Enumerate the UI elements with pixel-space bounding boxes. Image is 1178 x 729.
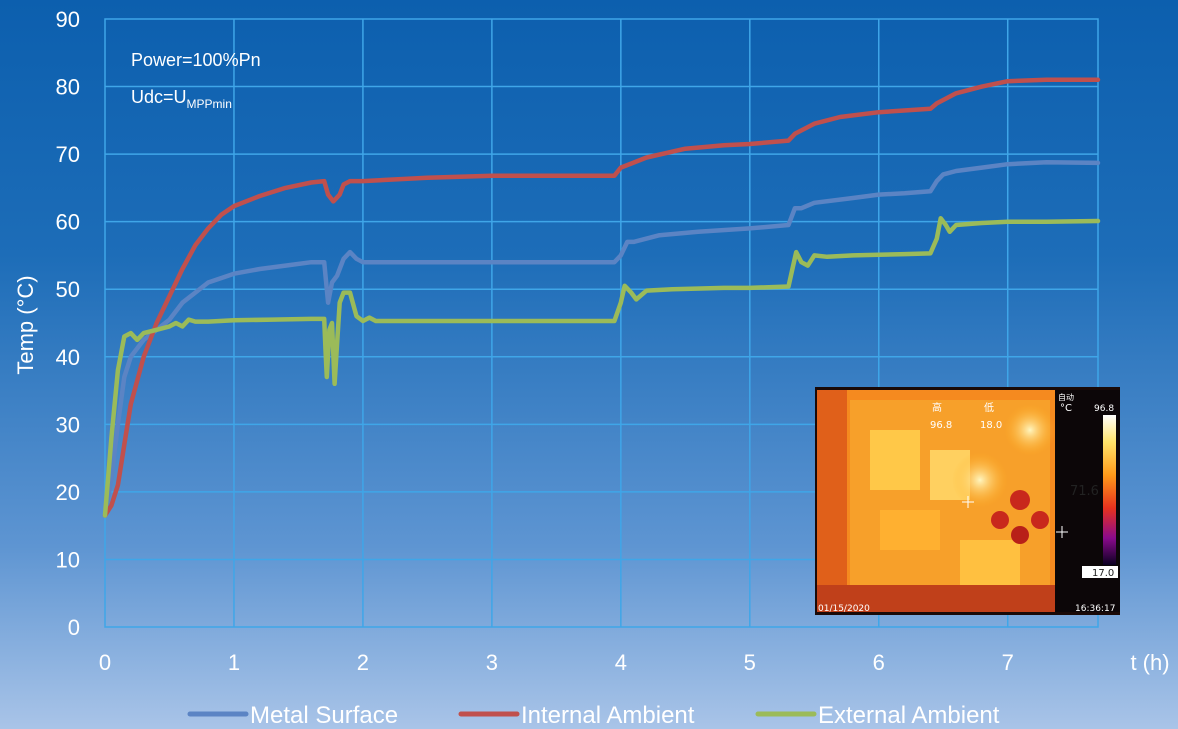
- series-line-external-ambient: [102, 216, 1101, 518]
- thermal-capacitor-4: [991, 511, 1009, 529]
- y-tick-label: 80: [56, 75, 80, 100]
- y-tick-label: 0: [68, 615, 80, 640]
- thermal-component-4: [960, 540, 1020, 590]
- y-tick-label: 90: [56, 7, 80, 32]
- thermal-time: 16:36:17: [1075, 604, 1115, 614]
- thermal-high-label: 高: [932, 401, 942, 414]
- thermal-component-3: [880, 510, 940, 550]
- thermal-capacitor-1: [1010, 490, 1030, 510]
- thermal-scale-min-box: [1082, 566, 1118, 578]
- x-tick-label: 3: [486, 650, 498, 675]
- thermal-dark-edge: [817, 390, 847, 612]
- thermal-unit-label: °C: [1060, 403, 1072, 414]
- y-tick-label: 70: [56, 142, 80, 167]
- series-line-internal-ambient: [102, 77, 1101, 518]
- thermal-scale-min: 17.0: [1092, 568, 1114, 579]
- thermal-capacitor-2: [1031, 511, 1049, 529]
- udc-annotation-subscript: MPPmin: [187, 97, 232, 111]
- y-tick-label: 60: [56, 210, 80, 235]
- y-axis-label: Temp (°C): [13, 275, 38, 374]
- udc-annotation-main: Udc=U: [131, 87, 187, 107]
- thermal-cursor-value: 71.6: [1070, 484, 1099, 499]
- x-tick-label: 6: [873, 650, 885, 675]
- thermal-marker-icon: [1056, 526, 1068, 538]
- x-tick-label: 2: [357, 650, 369, 675]
- thermal-hotspot-1: [952, 452, 1008, 508]
- x-axis-label: t (h): [1130, 650, 1169, 675]
- legend-label-internal-ambient: Internal Ambient: [521, 702, 695, 729]
- x-tick-label: 1: [228, 650, 240, 675]
- thermal-high-value: 96.8: [930, 420, 952, 431]
- x-tick-label: 5: [744, 650, 756, 675]
- thermal-bottom-strip: [817, 585, 1055, 612]
- x-tick-label: 7: [1002, 650, 1014, 675]
- thermal-component-1: [870, 430, 920, 490]
- legend-label-metal-surface: Metal Surface: [250, 702, 398, 729]
- series-line-metal-surface: [102, 159, 1101, 518]
- legend-label-external-ambient: External Ambient: [818, 702, 1000, 729]
- y-tick-label: 30: [56, 412, 80, 437]
- thermal-low-label: 低: [984, 401, 994, 414]
- thermal-hotspot-2: [1004, 404, 1056, 456]
- legend: Metal Surface Internal Ambient External Am…: [187, 702, 1000, 729]
- x-tick-labels: 0 1 2 3 4 5 6 7: [99, 650, 1014, 675]
- thermal-image-inset: 高 低 96.8 18.0 自动 °C 96.8 71.6 17.0 01/15…: [815, 387, 1120, 615]
- series-lines: [102, 77, 1101, 518]
- y-tick-labels: 0 10 20 30 40 50 60 70 80 90: [56, 7, 80, 640]
- x-tick-label: 0: [99, 650, 111, 675]
- y-tick-label: 40: [56, 345, 80, 370]
- x-tick-label: 4: [615, 650, 627, 675]
- thermal-capacitor-3: [1011, 526, 1029, 544]
- thermal-scale-max: 96.8: [1094, 404, 1114, 414]
- power-annotation: Power=100%Pn: [131, 50, 261, 70]
- udc-annotation: Udc=UMPPmin: [131, 87, 232, 111]
- y-tick-label: 10: [56, 547, 80, 572]
- thermal-color-scale: [1103, 415, 1116, 565]
- plot-frame: [104, 18, 1099, 628]
- y-tick-label: 50: [56, 277, 80, 302]
- thermal-crosshair-icon: [962, 496, 974, 508]
- thermal-date: 01/15/2020: [818, 604, 870, 614]
- thermal-mode-label: 自动: [1058, 392, 1074, 402]
- y-tick-label: 20: [56, 480, 80, 505]
- thermal-low-value: 18.0: [980, 420, 1002, 431]
